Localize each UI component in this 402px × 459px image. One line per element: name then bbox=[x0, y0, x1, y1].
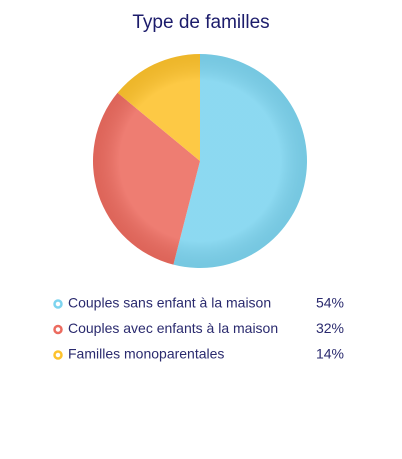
legend-label: Familles monoparentales bbox=[68, 346, 224, 362]
legend-value: 14% bbox=[316, 346, 344, 362]
chart-title: Type de familles bbox=[132, 12, 269, 33]
legend-label: Couples sans enfant à la maison bbox=[68, 295, 271, 311]
legend-value: 32% bbox=[316, 320, 344, 336]
legend-value: 54% bbox=[316, 295, 344, 311]
pie bbox=[93, 54, 308, 269]
legend-marker bbox=[53, 299, 63, 309]
legend-marker bbox=[53, 324, 63, 335]
legend: Couples sans enfant à la maison 54% Couple… bbox=[53, 295, 344, 362]
legend-marker bbox=[53, 350, 63, 360]
legend-label: Couples avec enfants à la maison bbox=[68, 320, 278, 336]
